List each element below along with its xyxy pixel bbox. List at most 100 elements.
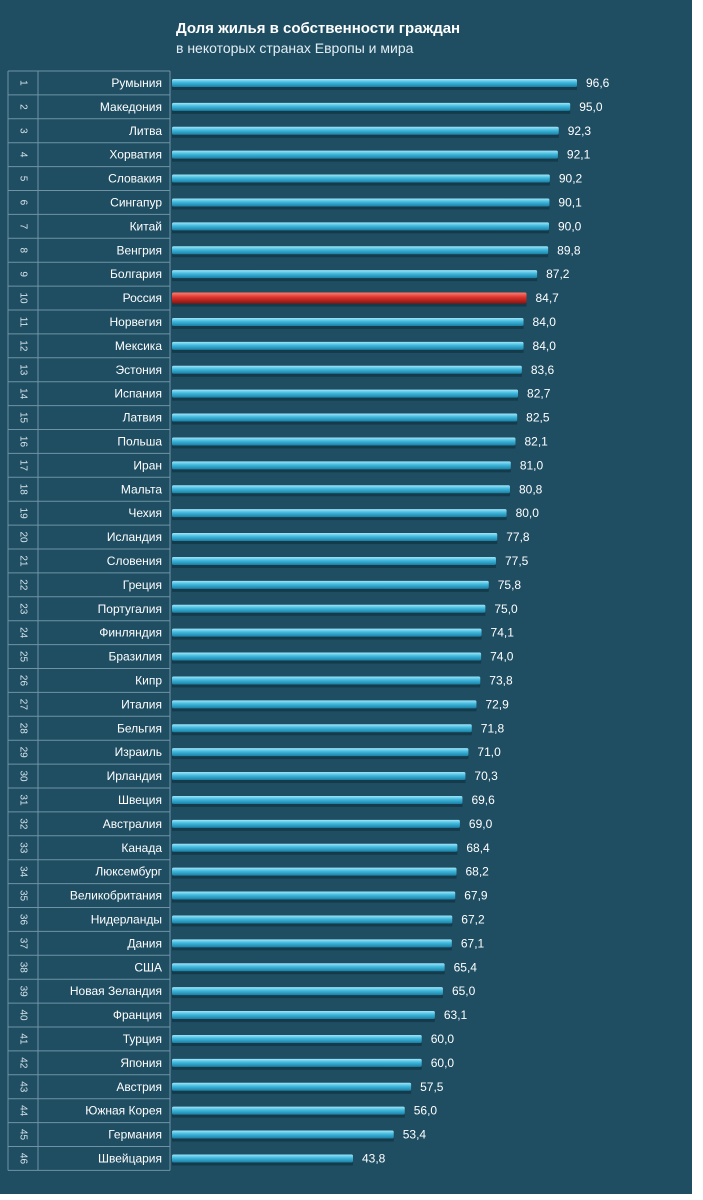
bar (172, 700, 477, 709)
value-label: 70,3 (474, 769, 498, 783)
bar (172, 1011, 435, 1020)
country-label: Иран (133, 458, 162, 472)
country-label: Румыния (111, 76, 162, 90)
value-label: 43,8 (362, 1151, 386, 1165)
country-label: Турция (123, 1032, 162, 1046)
value-label: 77,8 (506, 530, 530, 544)
rank-label: 20 (18, 531, 29, 543)
value-label: 72,9 (485, 697, 509, 711)
rank-label: 6 (18, 200, 29, 206)
bar (172, 628, 482, 637)
rank-label: 32 (18, 818, 29, 830)
chart-title: Доля жилья в собственности граждан (176, 20, 461, 37)
bar-chart: 1 Румыния 96,6 2 Македония 95,0 3 Литва 92,3 4 Хор… (7, 70, 610, 1171)
value-label: 60,0 (431, 1056, 455, 1070)
value-label: 69,6 (471, 793, 495, 807)
rank-label: 44 (18, 1105, 29, 1117)
rank-label: 12 (18, 340, 29, 352)
bar (172, 341, 524, 350)
rank-label: 15 (18, 412, 29, 424)
bar (172, 652, 482, 661)
bar (172, 867, 457, 876)
bar (172, 365, 522, 374)
rank-label: 19 (18, 508, 29, 520)
bar (172, 819, 460, 828)
bar (172, 939, 452, 948)
value-label: 81,0 (520, 458, 544, 472)
country-label: Япония (120, 1056, 162, 1070)
value-label: 69,0 (469, 817, 493, 831)
country-label: Германия (108, 1128, 162, 1142)
country-label: Македония (100, 100, 162, 114)
bar-highlight (172, 292, 527, 304)
bar (172, 270, 538, 279)
country-label: Мексика (115, 339, 162, 353)
rank-label: 45 (18, 1129, 29, 1141)
rank-label: 16 (18, 436, 29, 448)
rank-label: 42 (18, 1057, 29, 1069)
rank-label: 39 (18, 986, 29, 998)
value-label: 90,0 (558, 219, 582, 233)
value-label: 53,4 (403, 1128, 427, 1142)
country-label: Сингапур (110, 195, 162, 209)
value-label: 68,2 (466, 865, 490, 879)
country-label: Норвегия (109, 315, 162, 329)
bar (172, 1058, 422, 1067)
bar (172, 580, 489, 589)
country-label: Испания (114, 387, 162, 401)
country-label: Мальта (121, 482, 162, 496)
value-label: 90,2 (559, 172, 583, 186)
rank-label: 14 (18, 388, 29, 400)
bar (172, 509, 507, 518)
value-label: 75,0 (494, 602, 518, 616)
bar (172, 915, 453, 924)
value-label: 60,0 (431, 1032, 455, 1046)
chart-panel: Доля жилья в собственности граждан в нек… (0, 0, 692, 1194)
value-label: 65,4 (454, 960, 478, 974)
bar (172, 604, 486, 613)
value-label: 68,4 (466, 841, 490, 855)
bar (172, 1034, 422, 1043)
country-label: Латвия (123, 411, 162, 425)
country-label: Австралия (103, 817, 162, 831)
rank-label: 28 (18, 723, 29, 735)
country-label: США (134, 960, 162, 974)
country-label: Южная Корея (85, 1104, 162, 1118)
bar (172, 987, 443, 996)
bar (172, 963, 445, 972)
value-label: 84,0 (533, 315, 557, 329)
bar (172, 1106, 405, 1115)
bar (172, 724, 472, 733)
country-label: Чехия (128, 506, 162, 520)
bar (172, 485, 510, 494)
rank-label: 24 (18, 627, 29, 639)
country-label: Израиль (115, 745, 162, 759)
value-label: 82,7 (527, 387, 551, 401)
country-label: Люксембург (95, 865, 162, 879)
country-label: Болгария (110, 267, 162, 281)
value-label: 71,0 (477, 745, 501, 759)
rank-label: 40 (18, 1009, 29, 1021)
bar (172, 102, 571, 111)
bar (172, 1082, 412, 1091)
value-label: 95,0 (579, 100, 603, 114)
value-label: 77,5 (505, 554, 529, 568)
value-label: 74,1 (491, 626, 515, 640)
rank-label: 33 (18, 842, 29, 854)
rank-label: 25 (18, 651, 29, 663)
bar (172, 198, 550, 207)
value-label: 80,0 (516, 506, 540, 520)
rank-label: 29 (18, 747, 29, 759)
value-label: 63,1 (444, 1008, 468, 1022)
rank-label: 4 (18, 152, 29, 158)
bar (172, 413, 518, 422)
value-label: 82,5 (526, 411, 550, 425)
bar (172, 461, 511, 470)
value-label: 75,8 (498, 578, 522, 592)
value-label: 71,8 (481, 721, 505, 735)
rank-label: 9 (18, 271, 29, 277)
rank-label: 43 (18, 1081, 29, 1093)
bar (172, 174, 550, 183)
country-label: Польша (117, 434, 162, 448)
country-label: Швейцария (98, 1151, 162, 1165)
